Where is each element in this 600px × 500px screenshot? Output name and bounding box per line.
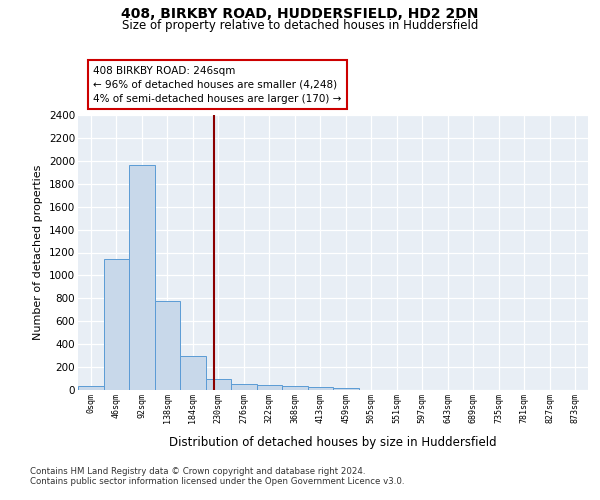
Bar [257,385,282,390]
Bar [180,356,205,390]
Y-axis label: Number of detached properties: Number of detached properties [34,165,43,340]
Bar [104,260,129,390]
Text: Contains HM Land Registry data © Crown copyright and database right 2024.: Contains HM Land Registry data © Crown c… [30,467,365,476]
Text: Size of property relative to detached houses in Huddersfield: Size of property relative to detached ho… [122,19,478,32]
Text: Contains public sector information licensed under the Open Government Licence v3: Contains public sector information licen… [30,477,404,486]
Text: 408 BIRKBY ROAD: 246sqm
← 96% of detached houses are smaller (4,248)
4% of semi-: 408 BIRKBY ROAD: 246sqm ← 96% of detache… [94,66,341,104]
Text: 408, BIRKBY ROAD, HUDDERSFIELD, HD2 2DN: 408, BIRKBY ROAD, HUDDERSFIELD, HD2 2DN [121,8,479,22]
Bar [333,388,359,390]
Bar [78,386,104,390]
Bar [129,166,155,390]
Text: Distribution of detached houses by size in Huddersfield: Distribution of detached houses by size … [169,436,497,449]
Bar [205,378,231,390]
Bar [308,388,333,390]
Bar [282,386,308,390]
Bar [155,300,180,390]
Bar [231,384,257,390]
